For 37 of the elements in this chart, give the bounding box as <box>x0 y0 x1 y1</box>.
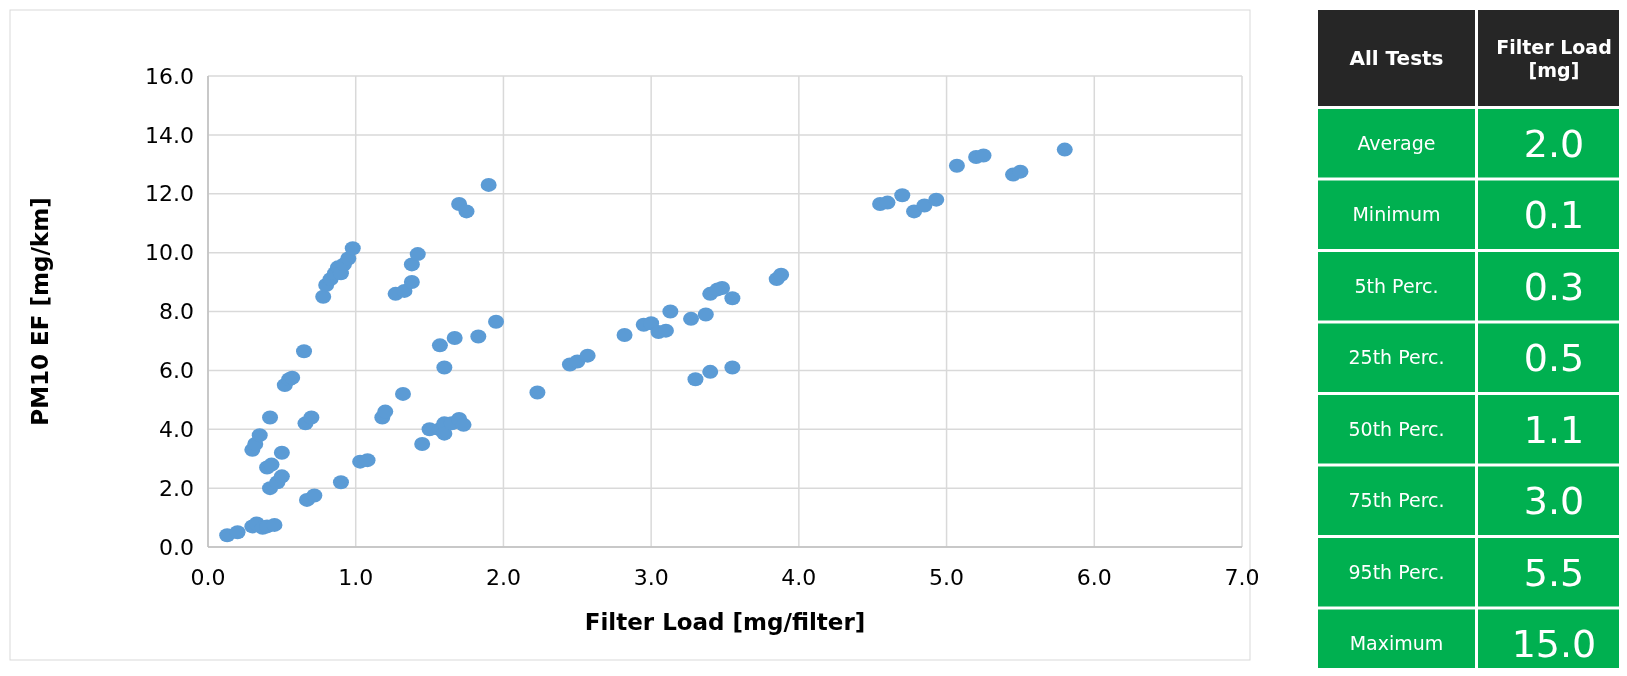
text: 1.1 <box>1523 407 1585 452</box>
text: 0.3 <box>1523 264 1585 309</box>
category-label: Average <box>1357 131 1436 154</box>
y-tick-label: 12.0 <box>145 181 194 207</box>
x-axis-title: Filter Load [mg/filter] <box>584 609 866 635</box>
category-label: 50th Perc. <box>1348 417 1445 440</box>
y-tick-label: 0.0 <box>159 534 194 560</box>
y-axis-title: PM10 EF [mg/km] <box>27 197 53 426</box>
text: 2.0 <box>1523 121 1585 166</box>
x-tick-label: 5.0 <box>929 565 965 590</box>
text: 0.5 <box>1523 336 1585 381</box>
text: 5.5 <box>1523 550 1585 595</box>
category-label: 5th Perc. <box>1354 274 1439 297</box>
x-tick-label: 3.0 <box>633 565 669 590</box>
text: 0.1 <box>1523 193 1585 238</box>
category-label: Minimum <box>1352 203 1441 226</box>
text: Filter Load [mg] <box>1496 36 1612 81</box>
y-tick-label: 16.0 <box>145 63 194 89</box>
x-tick-label: 0.0 <box>190 565 226 590</box>
category-label: 75th Perc. <box>1348 489 1445 512</box>
text: 3.0 <box>1523 479 1585 524</box>
category-label: 95th Perc. <box>1348 560 1445 583</box>
text: 15.0 <box>1511 622 1597 667</box>
y-tick-label: 8.0 <box>159 299 194 325</box>
y-tick-label: 10.0 <box>145 240 194 266</box>
y-tick-label: 2.0 <box>159 475 194 501</box>
y-tick-label: 14.0 <box>145 122 194 148</box>
x-tick-label: 7.0 <box>1224 565 1260 590</box>
text: All Tests <box>1349 46 1444 70</box>
x-tick-label: 2.0 <box>485 565 521 590</box>
y-tick-label: 6.0 <box>159 358 194 384</box>
category-label: Maximum <box>1349 632 1444 655</box>
y-tick-label: 4.0 <box>159 416 194 442</box>
x-tick-label: 1.0 <box>338 565 374 590</box>
x-tick-label: 6.0 <box>1076 565 1112 590</box>
category-label: 25th Perc. <box>1348 346 1445 369</box>
x-tick-label: 4.0 <box>781 565 817 590</box>
